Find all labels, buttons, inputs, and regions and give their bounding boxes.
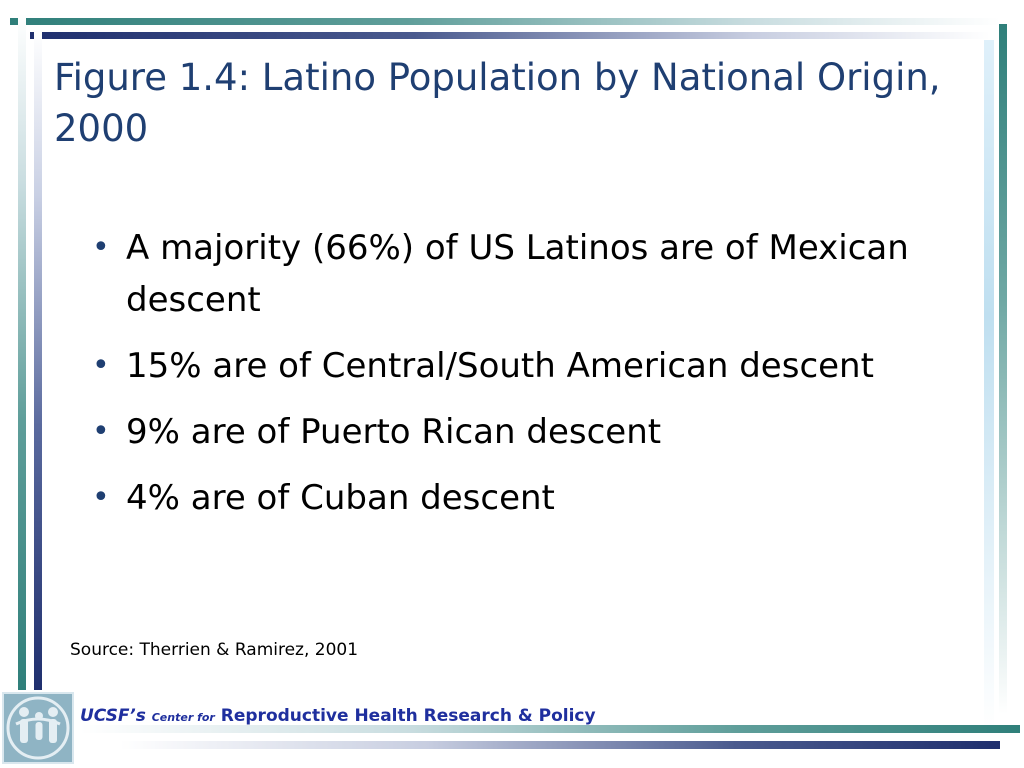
bullet-item: • 4% are of Cuban descent xyxy=(92,472,932,524)
bullet-list: • A majority (66%) of US Latinos are of … xyxy=(92,222,932,538)
top-accent-bar-teal xyxy=(10,18,1000,25)
family-figures-logo-icon xyxy=(2,692,74,764)
footer-program-name: Reproductive Health Research & Policy xyxy=(220,706,596,726)
bullet-text: 9% are of Puerto Rican descent xyxy=(126,412,662,452)
bullet-item: • A majority (66%) of US Latinos are of … xyxy=(92,222,932,326)
footer-org-name: UCSF’s xyxy=(80,706,146,726)
bullet-item: • 9% are of Puerto Rican descent xyxy=(92,406,932,458)
bottom-accent-bar-navy xyxy=(120,741,1000,749)
bottom-accent-bar-teal xyxy=(80,725,1020,733)
right-accent-bar-teal xyxy=(999,24,1007,714)
logo-graphic xyxy=(6,696,70,760)
bullet-icon: • xyxy=(92,348,110,383)
slide-title: Figure 1.4: Latino Population by Nationa… xyxy=(54,56,941,150)
source-note: Source: Therrien & Ramirez, 2001 xyxy=(70,640,359,660)
bullet-icon: • xyxy=(92,414,110,449)
top-accent-bar-navy xyxy=(30,32,990,39)
footer-organization: UCSF’s Center for Reproductive Health Re… xyxy=(80,706,596,726)
footer-center-for: Center for xyxy=(151,711,215,724)
bullet-text: 4% are of Cuban descent xyxy=(126,478,555,518)
bullet-text: A majority (66%) of US Latinos are of Me… xyxy=(126,228,909,320)
bullet-text: 15% are of Central/South American descen… xyxy=(126,346,874,386)
left-accent-bar-navy xyxy=(34,30,42,690)
bullet-icon: • xyxy=(92,480,110,515)
right-accent-bar-light xyxy=(984,40,994,730)
bullet-icon: • xyxy=(92,230,110,265)
bullet-item: • 15% are of Central/South American desc… xyxy=(92,340,932,392)
left-accent-bar-teal xyxy=(18,14,26,690)
